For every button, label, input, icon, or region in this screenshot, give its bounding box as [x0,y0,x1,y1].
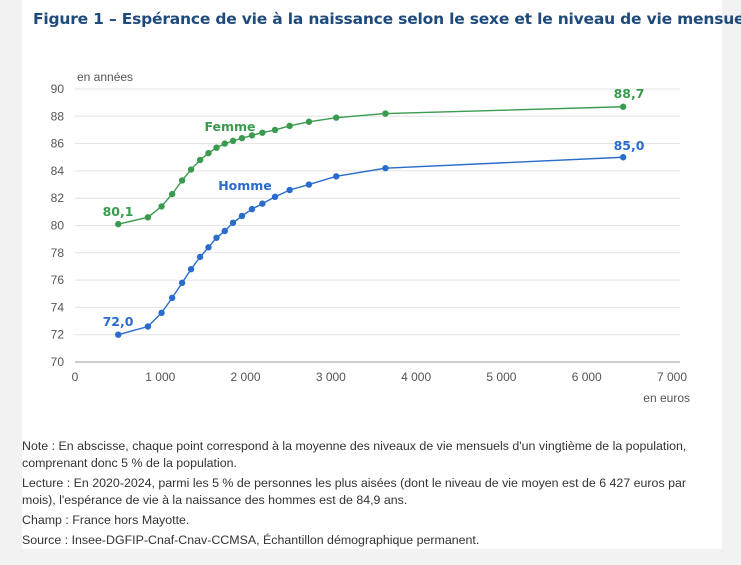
data-point-femme [305,118,313,125]
figure-card [22,0,722,549]
data-point-homme [221,227,228,235]
data-point-homme [115,331,122,338]
x-axis-label: en euros [643,391,690,405]
data-point-femme [382,110,389,117]
data-point-femme [178,177,186,184]
data-point-homme [333,173,340,180]
data-point-homme [238,212,246,220]
y-tick-label: 80 [51,219,65,233]
source-text: Source : Insee-DGFIP-Cnaf-Cnav-CCMSA, Éc… [22,533,480,547]
data-point-homme [158,309,165,317]
y-axis-label: en années [77,70,133,84]
y-tick-label: 82 [51,191,65,205]
lecture-text: Lecture : En 2020-2024, parmi les 5 % de… [22,476,686,507]
data-point-femme [333,114,340,121]
y-tick-label: 70 [51,355,65,369]
y-tick-label: 86 [51,137,65,151]
data-point-homme [144,323,152,330]
y-tick-label: 74 [51,300,65,314]
data-point-femme [168,190,176,198]
series-line-femme [118,106,624,225]
x-tick-label: 6 000 [572,370,602,384]
data-point-femme [259,129,266,136]
y-tick-label: 72 [51,328,65,342]
last-value-label: 85,0 [614,138,645,153]
data-point-homme [196,253,204,261]
note-text: Note : En abscisse, chaque point corresp… [22,439,687,470]
x-tick-label: 7 000 [657,370,687,384]
series-label-femme: Femme [204,119,255,134]
data-point-homme [286,186,293,194]
series-line-homme [118,156,624,336]
champ-text: Champ : France hors Mayotte. [22,513,190,527]
data-point-homme [229,219,237,226]
figure-title: Figure 1 – Espérance de vie à la naissan… [33,10,741,28]
data-point-femme [144,214,152,221]
data-point-femme [238,134,246,142]
figure-notes: Note : En abscisse, chaque point corresp… [22,438,722,552]
data-point-homme [178,279,186,287]
data-point-femme [115,220,122,228]
y-tick-label: 90 [51,82,65,96]
y-tick-label: 78 [51,246,65,260]
data-point-femme [221,140,228,147]
data-point-femme [213,144,220,151]
data-point-femme [248,132,256,139]
data-point-femme [619,103,627,110]
y-tick-label: 76 [51,273,65,287]
data-point-femme [187,166,195,173]
last-value-label: 88,7 [614,86,645,101]
data-point-homme [168,294,176,302]
data-point-homme [271,193,279,201]
data-point-homme [382,164,389,172]
data-point-femme [229,137,237,145]
data-point-femme [158,203,165,210]
data-point-femme [271,126,279,134]
x-tick-label: 1 000 [145,370,175,384]
data-point-homme [305,181,313,188]
x-tick-label: 4 000 [401,370,431,384]
first-value-label: 72,0 [103,314,134,329]
data-point-homme [248,205,256,213]
x-tick-label: 0 [72,370,79,384]
data-point-femme [205,149,212,157]
x-tick-label: 5 000 [486,370,516,384]
data-point-homme [205,244,212,251]
x-tick-label: 3 000 [316,370,346,384]
x-tick-label: 2 000 [231,370,261,384]
series-label-homme: Homme [218,178,272,193]
data-point-homme [187,265,195,273]
data-point-homme [259,200,266,207]
line-chart: en années en euros 70 72 74 76 78 80 82 84 86 88 9… [51,70,690,405]
data-point-homme [213,234,220,241]
data-point-femme [196,156,204,164]
data-point-homme [619,154,627,161]
y-tick-label: 88 [51,109,65,123]
data-point-femme [286,122,293,130]
first-value-label: 80,1 [103,204,134,219]
y-tick-label: 84 [51,164,65,178]
